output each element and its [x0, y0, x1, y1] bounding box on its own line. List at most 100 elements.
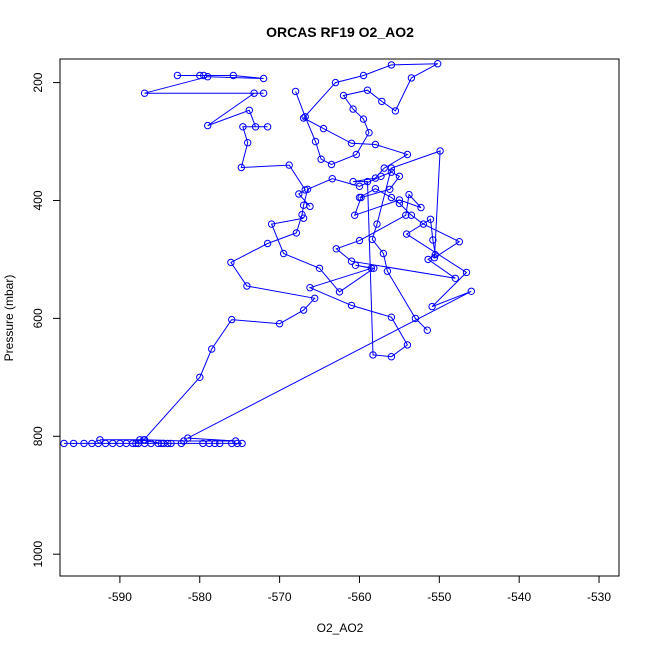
data-point — [426, 215, 435, 224]
data-point — [395, 199, 404, 208]
x-tick-label: -580 — [188, 590, 212, 604]
data-point — [402, 230, 411, 238]
data-point — [299, 306, 308, 314]
y-tick-label: 400 — [31, 190, 45, 210]
data-point — [405, 190, 413, 199]
data-point — [368, 235, 376, 244]
data-point — [351, 261, 360, 269]
data-point — [263, 123, 272, 131]
data-point — [339, 91, 348, 100]
data-point — [233, 439, 242, 448]
data-point — [315, 264, 324, 272]
data-point — [263, 239, 272, 248]
data-point — [335, 288, 344, 296]
data-point — [455, 238, 463, 246]
y-tick-label: 200 — [31, 72, 45, 92]
series-line — [359, 150, 461, 331]
data-point — [177, 439, 186, 448]
data-point — [211, 439, 219, 448]
data-point — [173, 71, 182, 80]
data-point — [371, 174, 380, 182]
data-point — [216, 439, 224, 448]
data-point — [317, 155, 325, 163]
x-tick-label: -560 — [347, 590, 371, 604]
data-point — [417, 203, 425, 212]
data-point — [327, 160, 336, 169]
data-point — [250, 89, 258, 97]
data-point — [306, 202, 314, 211]
data-point — [267, 220, 276, 228]
data-point — [352, 150, 360, 159]
data-point — [311, 294, 319, 302]
chart-title: ORCAS RF19 O2_AO2 — [266, 24, 414, 40]
data-point — [367, 264, 376, 272]
data-point — [259, 89, 268, 97]
data-point — [387, 193, 396, 202]
x-tick-label: -550 — [427, 590, 451, 604]
data-point — [196, 71, 204, 80]
x-axis-label: O2_AO2 — [317, 621, 364, 635]
data-point — [349, 177, 357, 186]
y-tick-label: 1000 — [31, 541, 45, 568]
plot-area — [60, 60, 475, 448]
data-point — [243, 282, 251, 290]
data-point — [228, 315, 236, 324]
data-point — [332, 245, 340, 253]
data-point — [200, 71, 208, 80]
data-point — [403, 150, 412, 159]
data-point — [411, 314, 420, 323]
data-point — [387, 313, 396, 321]
series-line — [144, 75, 311, 207]
data-point — [239, 123, 247, 131]
data-point — [279, 249, 288, 258]
data-point — [295, 190, 303, 198]
x-axis: -590 -580 -570 -560 -550 -540 -530 — [108, 576, 611, 604]
data-point — [407, 74, 416, 82]
data-point — [285, 161, 293, 169]
y-tick-label: 800 — [31, 426, 45, 446]
data-point — [434, 60, 442, 68]
data-point — [101, 439, 110, 448]
series-line — [99, 171, 472, 442]
data-point — [355, 236, 364, 245]
data-point — [229, 71, 238, 80]
data-point — [196, 373, 204, 381]
data-point — [386, 185, 394, 194]
data-point — [347, 257, 356, 265]
data-point — [80, 439, 88, 448]
data-point — [184, 434, 192, 442]
data-point — [208, 345, 216, 353]
series-line — [270, 63, 438, 358]
data-point — [462, 268, 471, 277]
data-point — [391, 107, 400, 115]
data-point — [331, 78, 340, 87]
data-point — [228, 439, 236, 448]
data-point — [371, 140, 380, 149]
data-point — [365, 129, 373, 137]
data-point — [164, 439, 172, 448]
data-point — [299, 214, 308, 222]
data-point — [237, 163, 246, 172]
data-point — [387, 164, 396, 172]
data-point — [227, 258, 235, 267]
data-point — [403, 341, 412, 349]
data-point — [395, 172, 404, 181]
data-point — [423, 326, 431, 334]
data-point — [363, 86, 372, 94]
data-point — [407, 211, 416, 219]
data-point — [238, 439, 246, 448]
data-point — [204, 73, 212, 81]
data-point — [383, 267, 392, 275]
data-point — [311, 137, 320, 146]
data-point — [436, 147, 444, 155]
data-point — [359, 115, 368, 123]
data-point — [430, 254, 439, 262]
data-point — [402, 211, 410, 219]
data-point — [245, 106, 254, 115]
data-point — [347, 301, 356, 310]
data-point — [69, 439, 78, 448]
x-tick-label: -570 — [268, 590, 292, 604]
data-point — [467, 287, 475, 295]
